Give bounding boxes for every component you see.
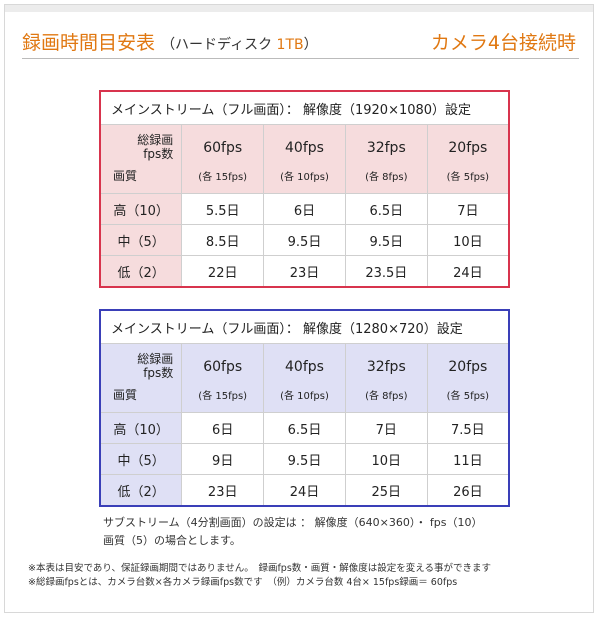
row-label-low: 低（2） — [99, 255, 183, 288]
row-label-medium: 中（5） — [99, 443, 183, 475]
column-per-camera: (各 15fps) — [198, 390, 248, 402]
column-per-camera: (各 10fps) — [280, 171, 329, 183]
column-header-20fps: 20fps (各 5fps) — [426, 124, 510, 194]
table-cell: 11日 — [426, 443, 510, 475]
corner-fps-line1: 総録画 — [137, 352, 174, 366]
header-divider — [22, 58, 579, 59]
table-cell: 6日 — [181, 412, 265, 444]
footnotes: ※本表は目安であり、保証録画期間ではありません。 録画fps数・画質・解像度は設… — [28, 562, 491, 590]
table-caption: メインストリーム（フル画面）： 解像度（1280×720）設定 — [99, 309, 510, 344]
column-header-32fps: 32fps (各 8fps) — [344, 343, 428, 413]
substream-note-line2: 画質（5）の場合とします。 — [103, 534, 241, 547]
column-fps: 32fps — [366, 358, 406, 375]
title-sub-capacity: 1TB — [276, 37, 304, 53]
table-cell: 10日 — [426, 224, 510, 256]
table-row: 低（2） 22日 23日 23.5日 24日 — [99, 255, 510, 288]
column-header-32fps: 32fps (各 8fps) — [344, 124, 428, 194]
column-header-60fps: 60fps (各 15fps) — [181, 343, 265, 413]
column-fps: 40fps — [285, 139, 324, 156]
table-row: 中（5） 8.5日 9.5日 9.5日 10日 — [99, 224, 510, 256]
row-label-high: 高（10） — [99, 193, 183, 225]
column-header-40fps: 40fps (各 10fps) — [263, 343, 346, 413]
table-cell: 23日 — [263, 255, 346, 288]
table-cell: 24日 — [263, 474, 346, 507]
corner-fps-line2: fps数 — [143, 147, 174, 161]
table-cell: 10日 — [344, 443, 428, 475]
column-header-20fps: 20fps (各 5fps) — [426, 343, 510, 413]
table-row: 高（10） 5.5日 6日 6.5日 7日 — [99, 193, 510, 225]
column-per-camera: (各 10fps) — [280, 390, 329, 402]
title-sub: （ハードディスク 1TB） — [161, 37, 318, 53]
table-cell: 23.5日 — [344, 255, 428, 288]
column-fps: 32fps — [366, 139, 406, 156]
recording-table-1080: メインストリーム（フル画面）： 解像度（1920×1080）設定 総録画 fps数… — [99, 90, 510, 288]
column-fps: 60fps — [203, 139, 243, 156]
table-cell: 9日 — [181, 443, 265, 475]
column-fps: 60fps — [203, 358, 243, 375]
page-title: 録画時間目安表 （ハードディスク 1TB） — [22, 28, 318, 55]
footnote-line1: ※本表は目安であり、保証録画期間ではありません。 録画fps数・画質・解像度は設… — [28, 563, 491, 574]
column-header-40fps: 40fps (各 10fps) — [263, 124, 346, 194]
title-sub-prefix: （ハードディスク — [161, 37, 277, 53]
corner-header: 総録画 fps数 画質 — [99, 124, 183, 194]
table-cell: 7.5日 — [426, 412, 510, 444]
corner-quality-label: 画質 — [113, 388, 138, 402]
table-cell: 8.5日 — [181, 224, 265, 256]
table-cell: 24日 — [426, 255, 510, 288]
column-per-camera: (各 8fps) — [365, 390, 408, 402]
table-cell: 9.5日 — [263, 224, 346, 256]
column-fps: 20fps — [448, 358, 488, 375]
top-bar — [4, 4, 594, 12]
table-cell: 22日 — [181, 255, 265, 288]
recording-table-720: メインストリーム（フル画面）： 解像度（1280×720）設定 総録画 fps数 … — [99, 309, 510, 507]
table-row: 低（2） 23日 24日 25日 26日 — [99, 474, 510, 507]
table-caption: メインストリーム（フル画面）： 解像度（1920×1080）設定 — [99, 90, 510, 125]
row-label-low: 低（2） — [99, 474, 183, 507]
page-frame — [4, 4, 594, 613]
column-fps: 40fps — [285, 358, 324, 375]
row-label-high: 高（10） — [99, 412, 183, 444]
footnote-line2: ※総録画fpsとは、カメラ台数×各カメラ録画fps数です （例）カメラ台数 4台… — [28, 577, 458, 588]
table-row: 中（5） 9日 9.5日 10日 11日 — [99, 443, 510, 475]
corner-fps-label: 総録画 fps数 — [137, 133, 173, 161]
column-header-60fps: 60fps (各 15fps) — [181, 124, 265, 194]
title-sub-suffix: ） — [303, 37, 318, 53]
table-cell: 6.5日 — [263, 412, 346, 444]
table-cell: 9.5日 — [344, 224, 428, 256]
column-per-camera: (各 15fps) — [198, 171, 248, 183]
corner-fps-line1: 総録画 — [137, 133, 174, 147]
corner-quality-label: 画質 — [113, 169, 138, 183]
title-main: 録画時間目安表 — [22, 32, 156, 54]
substream-note-line1: サブストリーム（4分割画面）の設定は ： 解像度（640×360）・ fps（1… — [103, 516, 483, 529]
table-row: 高（10） 6日 6.5日 7日 7.5日 — [99, 412, 510, 444]
camera-count-title: カメラ4台接続時 — [430, 32, 576, 54]
table-cell: 26日 — [426, 474, 510, 507]
table-cell: 23日 — [181, 474, 265, 507]
table-cell: 5.5日 — [181, 193, 265, 225]
corner-fps-line2: fps数 — [143, 366, 174, 380]
table-cell: 7日 — [344, 412, 428, 444]
table-cell: 9.5日 — [263, 443, 346, 475]
column-per-camera: (各 5fps) — [446, 390, 490, 402]
table-cell: 7日 — [426, 193, 510, 225]
table-cell: 6日 — [263, 193, 346, 225]
corner-header: 総録画 fps数 画質 — [99, 343, 183, 413]
column-per-camera: (各 8fps) — [365, 171, 408, 183]
table-cell: 25日 — [344, 474, 428, 507]
substream-note: サブストリーム（4分割画面）の設定は ： 解像度（640×360）・ fps（1… — [103, 514, 482, 550]
corner-fps-label: 総録画 fps数 — [137, 352, 173, 380]
column-per-camera: (各 5fps) — [446, 171, 490, 183]
row-label-medium: 中（5） — [99, 224, 183, 256]
table-cell: 6.5日 — [344, 193, 428, 225]
column-fps: 20fps — [448, 139, 488, 156]
